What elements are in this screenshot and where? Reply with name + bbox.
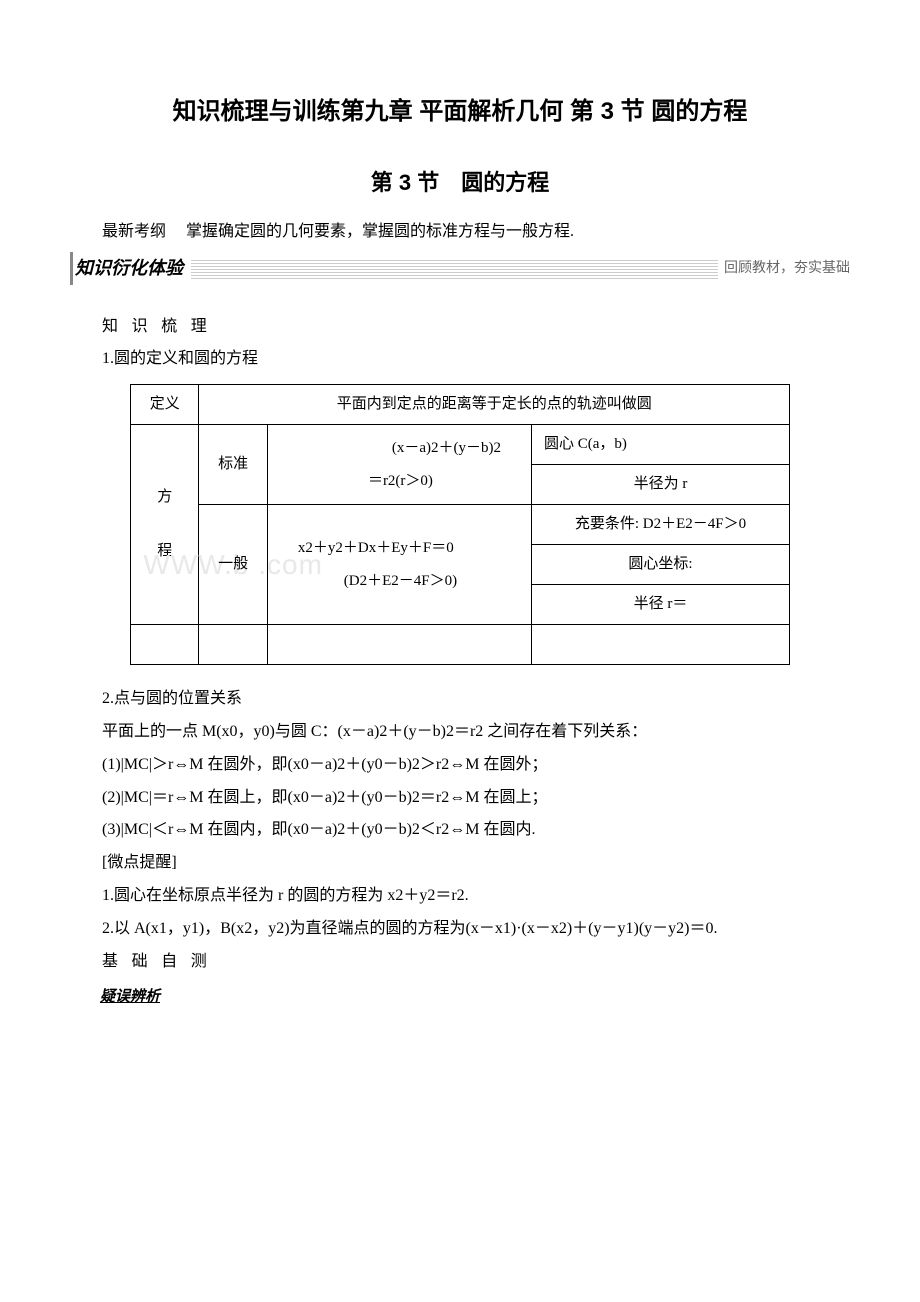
table-row: 方程 标准 (x－a)2＋(y－b)2 ＝r2(r＞0) 圆心 C(a，b): [131, 425, 790, 465]
standard-equation-cell: (x－a)2＋(y－b)2 ＝r2(r＞0): [267, 425, 531, 505]
general-center-cell: 圆心坐标:: [531, 545, 789, 585]
general-radius-cell: 半径 r＝: [531, 585, 789, 625]
circle-equations-table: 定义 平面内到定点的距离等于定长的点的轨迹叫做圆 方程 标准 (x－a)2＋(y…: [130, 384, 790, 665]
general-label-cell: WWW.b .com 一般: [199, 505, 267, 625]
position-intro: 平面上的一点 M(x0，y0)与圆 C：(x－a)2＋(y－b)2＝r2 之间存…: [70, 718, 850, 747]
position-case-1: (1)|MC|＞r⇔M 在圆外，即(x0－a)2＋(y0－b)2＞r2⇔M 在圆…: [70, 751, 850, 780]
tip-1: 1.圆心在坐标原点半径为 r 的圆的方程为 x2＋y2＝r2.: [70, 882, 850, 911]
basic-test-heading: 基 础 自 测: [70, 948, 850, 977]
section-bar-left: 知识衍化体验: [70, 252, 185, 284]
micro-tip-heading: [微点提醒]: [70, 849, 850, 878]
table-row: WWW.b .com 一般 x2＋y2＋Dx＋Ey＋F＝0 (D2＋E2－4F＞…: [131, 505, 790, 545]
tip-2: 2.以 A(x1，y1)，B(x2，y2)为直径端点的圆的方程为(x－x1)·(…: [70, 915, 850, 944]
std-eq-line1: (x－a)2＋(y－b)2: [280, 435, 521, 462]
standard-center-cell: 圆心 C(a，b): [531, 425, 789, 465]
standard-label-cell: 标准: [199, 425, 267, 505]
position-case-2: (2)|MC|＝r⇔M 在圆上，即(x0－a)2＋(y0－b)2＝r2⇔M 在圆…: [70, 784, 850, 813]
equation-label-cell: 方程: [131, 425, 199, 625]
equation-label-text: 方程: [157, 489, 172, 559]
subsection-1-heading: 1.圆的定义和圆的方程: [70, 345, 850, 374]
general-condition-cell: 充要条件: D2＋E2－4F＞0: [531, 505, 789, 545]
page-title: 知识梳理与训练第九章 平面解析几何 第 3 节 圆的方程: [70, 90, 850, 133]
empty-cell: [531, 625, 789, 665]
section-title: 第 3 节 圆的方程: [70, 163, 850, 203]
section-bar-fill: [191, 259, 718, 279]
empty-cell: [131, 625, 199, 665]
section-bar-right: 回顾教材，夯实基础: [724, 256, 850, 281]
empty-cell: [267, 625, 531, 665]
table-row: 定义 平面内到定点的距离等于定长的点的轨迹叫做圆: [131, 385, 790, 425]
gen-eq-line1: x2＋y2＋Dx＋Ey＋F＝0: [280, 535, 521, 562]
knowledge-combing-heading: 知 识 梳 理: [70, 313, 850, 342]
table-row: [131, 625, 790, 665]
definition-label-cell: 定义: [131, 385, 199, 425]
empty-cell: [199, 625, 267, 665]
subsection-2-heading: 2.点与圆的位置关系: [70, 685, 850, 714]
doubt-analysis-heading: 疑误辨析: [70, 984, 850, 1011]
section-header-bar: 知识衍化体验 回顾教材，夯实基础: [70, 255, 850, 283]
syllabus-line: 最新考纲 掌握确定圆的几何要素，掌握圆的标准方程与一般方程.: [70, 218, 850, 247]
syllabus-label: 最新考纲: [102, 223, 166, 240]
general-label-text: 一般: [218, 556, 248, 572]
std-eq-line2: ＝r2(r＞0): [280, 468, 521, 495]
standard-radius-cell: 半径为 r: [531, 465, 789, 505]
syllabus-text: 掌握确定圆的几何要素，掌握圆的标准方程与一般方程.: [186, 223, 574, 240]
position-case-3: (3)|MC|＜r⇔M 在圆内，即(x0－a)2＋(y0－b)2＜r2⇔M 在圆…: [70, 816, 850, 845]
general-equation-cell: x2＋y2＋Dx＋Ey＋F＝0 (D2＋E2－4F＞0): [267, 505, 531, 625]
gen-eq-line2: (D2＋E2－4F＞0): [280, 568, 521, 595]
definition-text-cell: 平面内到定点的距离等于定长的点的轨迹叫做圆: [199, 385, 790, 425]
